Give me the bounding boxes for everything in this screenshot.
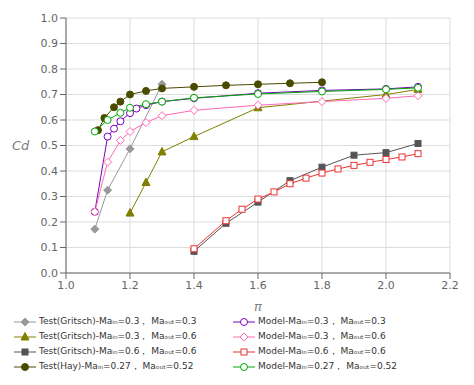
svg-text:0.6: 0.6 <box>41 114 59 127</box>
svg-text:1.0: 1.0 <box>57 279 75 292</box>
svg-text:Cd: Cd <box>12 138 30 153</box>
html-text:Model-Maᵢₙ=0.27， Maₒᵤₜ=0.52: Model-Maᵢₙ=0.27， Maₒᵤₜ=0.52 <box>258 361 398 371</box>
svg-text:1.6: 1.6 <box>249 279 267 292</box>
html-text:Model-Maᵢₙ=0.3， Maₒᵤₜ=0.6: Model-Maᵢₙ=0.3， Maₒᵤₜ=0.6 <box>258 331 386 341</box>
svg-text:2.2: 2.2 <box>441 279 459 292</box>
html-text:Test(Gritsch)-Maᵢₙ=0.3， Maₒᵤₜ=: Test(Gritsch)-Maᵢₙ=0.3， Maₒᵤₜ=0.3 <box>39 316 197 326</box>
html-text:Model-Maᵢₙ=0.3， Maₒᵤₜ=0.3: Model-Maᵢₙ=0.3， Maₒᵤₜ=0.3 <box>258 316 386 326</box>
svg-text:0.3: 0.3 <box>41 190 59 203</box>
svg-text:1.2: 1.2 <box>121 279 139 292</box>
svg-text:0.4: 0.4 <box>41 165 59 178</box>
html-text:Model-Maᵢₙ=0.6， Maₒᵤₜ=0.6: Model-Maᵢₙ=0.6， Maₒᵤₜ=0.6 <box>258 346 386 356</box>
svg-text:0.5: 0.5 <box>41 139 59 152</box>
html-text:Test(Gritsch)-Maᵢₙ=0.6， Maₒᵤₜ=: Test(Gritsch)-Maᵢₙ=0.6， Maₒᵤₜ=0.6 <box>39 346 197 356</box>
svg-text:1.0: 1.0 <box>41 12 59 25</box>
svg-text:0.9: 0.9 <box>41 37 59 50</box>
svg-text:1.8: 1.8 <box>313 279 331 292</box>
svg-text:1.4: 1.4 <box>185 279 203 292</box>
svg-text:2.0: 2.0 <box>377 279 395 292</box>
svg-text:0.7: 0.7 <box>41 88 59 101</box>
svg-text:0.0: 0.0 <box>41 267 59 280</box>
svg-text:0.2: 0.2 <box>41 216 59 229</box>
html-text:Test(Hay)-Maᵢₙ=0.27， Maₒᵤₜ=0.5: Test(Hay)-Maᵢₙ=0.27， Maₒᵤₜ=0.52 <box>39 361 194 371</box>
svg-text:0.8: 0.8 <box>41 63 59 76</box>
svg-text:π: π <box>254 299 262 314</box>
html-text:Test(Gritsch)-Maᵢₙ=0.3， Maₒᵤₜ=: Test(Gritsch)-Maᵢₙ=0.3， Maₒᵤₜ=0.6 <box>39 331 197 341</box>
svg-text:0.1: 0.1 <box>41 241 59 254</box>
